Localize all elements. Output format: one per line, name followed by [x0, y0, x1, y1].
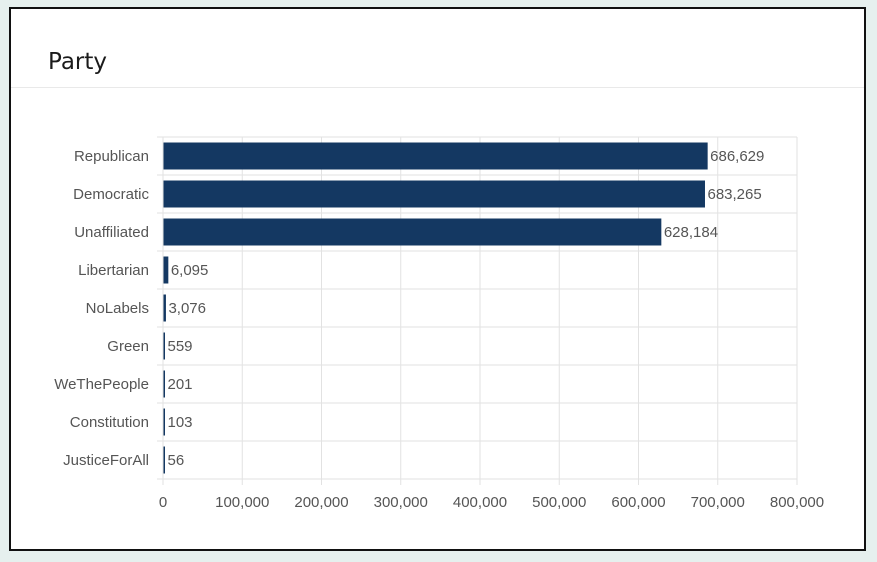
- x-tick-label: 500,000: [532, 494, 586, 511]
- bar-wethepeople[interactable]: [163, 370, 166, 398]
- value-label: 628,184: [664, 224, 718, 241]
- value-label: 103: [168, 414, 193, 431]
- value-label: 56: [168, 452, 185, 469]
- category-label: JusticeForAll: [63, 452, 149, 469]
- value-label: 683,265: [707, 186, 761, 203]
- value-label: 3,076: [168, 300, 206, 317]
- x-tick-label: 0: [159, 494, 167, 511]
- category-label: Republican: [74, 148, 149, 165]
- x-tick-label: 400,000: [453, 494, 507, 511]
- x-tick-label: 100,000: [215, 494, 269, 511]
- bar-republican[interactable]: [163, 142, 708, 170]
- category-label: Unaffiliated: [74, 224, 149, 241]
- x-tick-label: 800,000: [770, 494, 824, 511]
- bar-libertarian[interactable]: [163, 256, 169, 284]
- value-label: 686,629: [710, 148, 764, 165]
- x-tick-label: 600,000: [611, 494, 665, 511]
- chart-panel: Party Republican 686,629 Democratic 683,265…: [9, 7, 866, 551]
- category-label: Democratic: [73, 186, 149, 203]
- bar-justiceforall[interactable]: [163, 446, 166, 474]
- category-label: Green: [107, 338, 149, 355]
- x-tick-label: 200,000: [294, 494, 348, 511]
- value-label: 6,095: [171, 262, 209, 279]
- x-tick-label: 700,000: [691, 494, 745, 511]
- value-label: 559: [168, 338, 193, 355]
- category-label: Libertarian: [78, 262, 149, 279]
- title-divider: [11, 87, 864, 88]
- panel-title: Party: [48, 49, 108, 75]
- bar-green[interactable]: [163, 332, 166, 360]
- category-label: WeThePeople: [54, 376, 149, 393]
- bar-unaffiliated[interactable]: [163, 218, 662, 246]
- party-bar-chart: Republican 686,629 Democratic 683,265 Unaffi…: [54, 136, 824, 511]
- category-label: Constitution: [70, 414, 149, 431]
- x-tick-label: 300,000: [374, 494, 428, 511]
- category-label: NoLabels: [86, 300, 149, 317]
- value-label: 201: [168, 376, 193, 393]
- bar-constitution[interactable]: [163, 408, 166, 436]
- bar-democratic[interactable]: [163, 180, 705, 208]
- bar-nolabels[interactable]: [163, 294, 166, 322]
